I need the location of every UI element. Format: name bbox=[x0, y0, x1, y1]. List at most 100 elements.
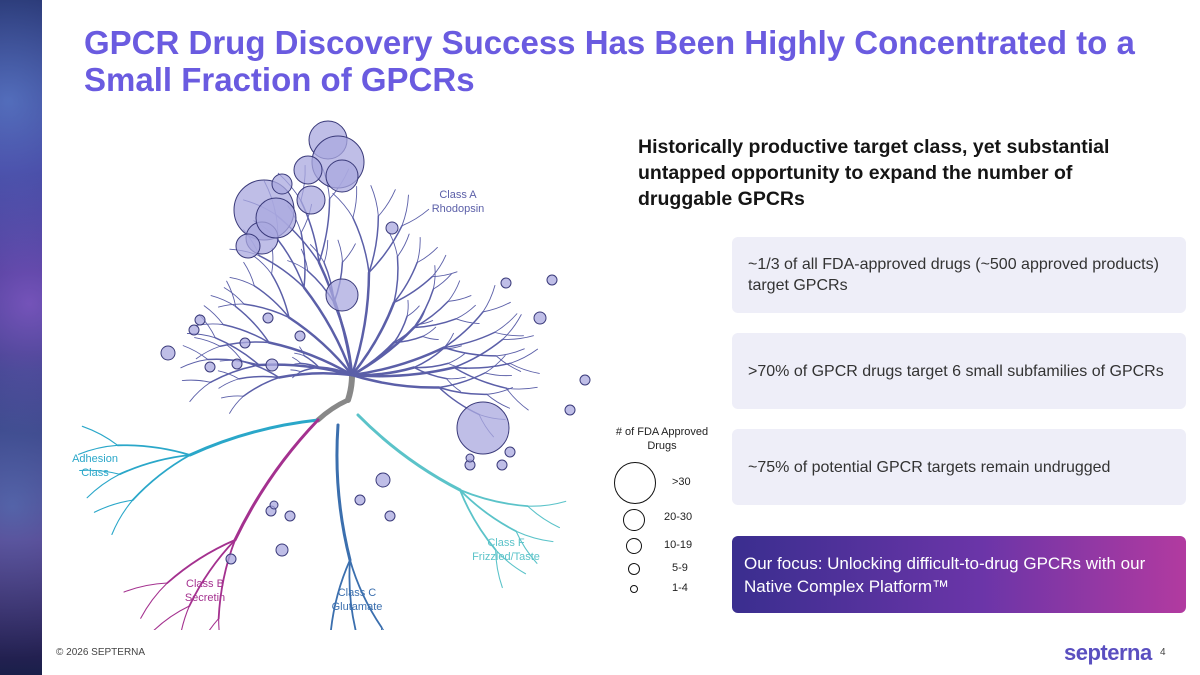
tree-branch bbox=[79, 469, 121, 475]
drug-count-circle bbox=[579, 374, 591, 386]
tree-branch bbox=[226, 344, 243, 362]
legend-label-20-30: 20-30 bbox=[664, 511, 693, 523]
drug-count-circle bbox=[496, 459, 508, 471]
tree-branch bbox=[140, 582, 168, 619]
drug-count-circle bbox=[275, 543, 289, 557]
tree-branch bbox=[208, 618, 220, 630]
tree-branch bbox=[341, 243, 356, 263]
tree-branch bbox=[377, 189, 396, 217]
tree-branch bbox=[277, 371, 354, 379]
tree-branch bbox=[181, 379, 211, 383]
tree-branch bbox=[352, 186, 358, 219]
tree-branch bbox=[502, 314, 522, 340]
tree-branch bbox=[502, 335, 534, 340]
tree-branch bbox=[223, 287, 245, 305]
drug-count-circle bbox=[262, 312, 274, 324]
class-f-sublabel: Frizzled/Taste bbox=[472, 551, 540, 563]
tree-branch bbox=[422, 326, 437, 337]
class-b-label: Class B bbox=[186, 578, 224, 590]
class-c-label: Class C bbox=[338, 587, 377, 599]
drug-count-circle bbox=[456, 401, 510, 455]
tree-branch bbox=[482, 284, 496, 313]
tree-branch bbox=[495, 348, 525, 357]
tree-branch bbox=[222, 323, 270, 344]
tree-branch bbox=[447, 353, 465, 364]
tree-branch bbox=[484, 372, 512, 377]
tree-branch bbox=[422, 336, 439, 341]
tree-branch bbox=[442, 332, 454, 350]
tree-branch bbox=[416, 320, 434, 326]
tree-branch bbox=[416, 247, 438, 264]
tree-branch bbox=[527, 505, 561, 529]
tree-branch bbox=[182, 345, 209, 360]
tree-branch bbox=[253, 285, 290, 319]
stat-card-undrugged: ~75% of potential GPCR targets remain un… bbox=[732, 429, 1186, 505]
tree-branch bbox=[453, 362, 511, 369]
tree-branch bbox=[505, 387, 529, 411]
tree-branch bbox=[287, 260, 309, 272]
tree-branch bbox=[368, 225, 403, 274]
tree-branch bbox=[252, 255, 273, 275]
tree-branch bbox=[401, 208, 430, 227]
tree-branch bbox=[303, 355, 320, 369]
tree-branch bbox=[495, 549, 527, 575]
stat-text: ~75% of potential GPCR targets remain un… bbox=[748, 458, 1111, 476]
tree-branch bbox=[453, 366, 508, 389]
tree-branch bbox=[210, 295, 237, 307]
legend-label-10-19: 10-19 bbox=[664, 539, 693, 551]
tree-branch bbox=[310, 244, 325, 264]
legend-label-5-9: 5-9 bbox=[672, 562, 688, 574]
tree-branch bbox=[397, 233, 410, 257]
tree-branch bbox=[300, 231, 306, 289]
tree-branch bbox=[350, 301, 396, 377]
tree-branch bbox=[214, 337, 260, 366]
tree-branch bbox=[381, 626, 385, 630]
tree-branch bbox=[416, 237, 421, 264]
tree-branch bbox=[413, 288, 435, 329]
tree-branch bbox=[348, 559, 357, 630]
tree-branch bbox=[226, 280, 237, 307]
tree-branch bbox=[350, 346, 446, 377]
tree-branch bbox=[431, 271, 458, 278]
tree-branch bbox=[217, 370, 240, 380]
tree-branch bbox=[294, 352, 305, 357]
class-a-label: Class A bbox=[439, 189, 477, 201]
tree-branch bbox=[290, 369, 302, 373]
tree-branch bbox=[393, 255, 399, 304]
tree-branch bbox=[455, 318, 480, 324]
tree-branch bbox=[332, 192, 354, 219]
tree-branch bbox=[116, 444, 191, 456]
tree-branch bbox=[505, 386, 538, 390]
adhesion-class-sublabel: Class bbox=[81, 467, 109, 479]
tree-branch bbox=[453, 338, 504, 369]
tree-branch bbox=[238, 375, 280, 380]
drug-count-circle bbox=[325, 278, 359, 312]
tree-branch bbox=[413, 362, 449, 369]
tree-branch bbox=[443, 311, 484, 349]
tree-branch bbox=[81, 425, 119, 446]
class-c-sublabel: Glutamate bbox=[332, 601, 383, 613]
legend-circle-1-4 bbox=[630, 585, 638, 593]
drug-count-circle bbox=[500, 277, 512, 289]
drug-count-circle bbox=[293, 155, 323, 185]
drug-count-circle bbox=[194, 314, 206, 326]
tree-branch bbox=[166, 539, 236, 584]
tree-branch bbox=[447, 280, 461, 302]
tree-branch bbox=[317, 366, 354, 377]
drug-count-circle bbox=[384, 510, 396, 522]
drug-count-circle bbox=[269, 500, 279, 510]
class-b-sublabel: Secretin bbox=[185, 592, 225, 604]
tree-branch bbox=[300, 366, 320, 373]
decorative-side-image bbox=[0, 0, 42, 675]
tree-branch bbox=[242, 376, 280, 397]
drug-count-circle bbox=[225, 553, 237, 565]
tree-branch bbox=[194, 337, 221, 347]
tree-branch bbox=[241, 360, 280, 379]
tree-branch bbox=[459, 489, 497, 551]
stat-card-fda-approved: ~1/3 of all FDA-approved drugs (~500 app… bbox=[732, 237, 1186, 313]
tree-branch bbox=[393, 261, 418, 304]
tree-branch bbox=[337, 239, 343, 263]
adhesion-class-label: Adhesion bbox=[72, 453, 118, 465]
tree-branch bbox=[290, 362, 302, 366]
stat-text: ~1/3 of all FDA-approved drugs (~500 app… bbox=[748, 256, 1159, 294]
